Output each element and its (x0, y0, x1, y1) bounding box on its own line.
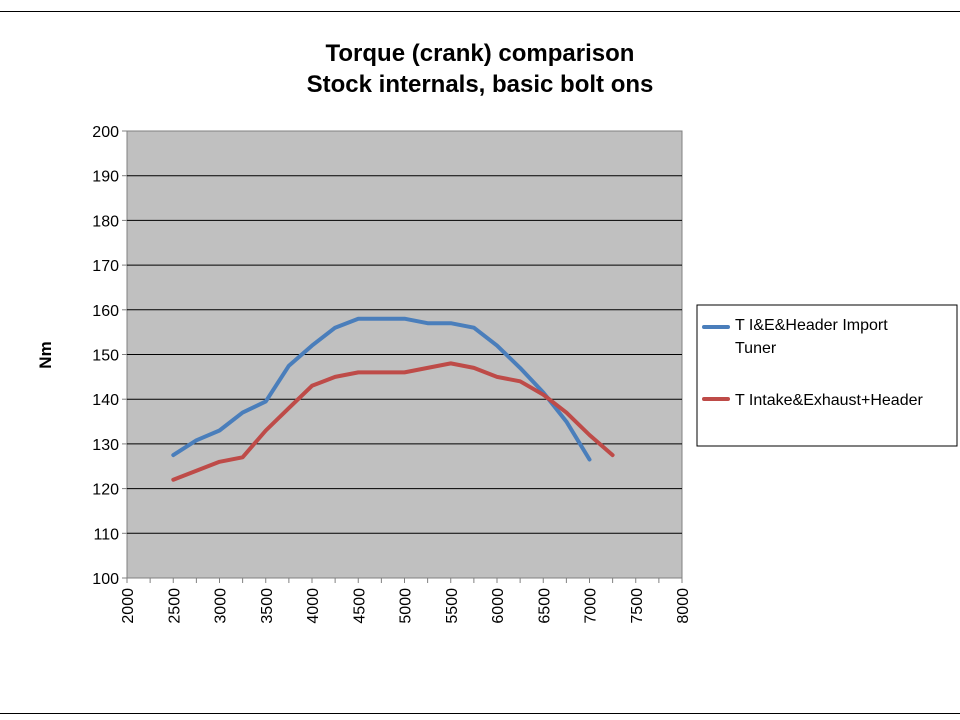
y-tick-label: 110 (93, 526, 119, 543)
legend-label-cont: Tuner (735, 340, 777, 357)
chart-title-line-1: Torque (crank) comparison (326, 40, 635, 67)
series-line-2 (171, 361, 615, 482)
top-rule (0, 11, 960, 12)
x-tick-label: 6500 (536, 588, 553, 624)
y-axis: 100 110 120 130 140 150 160 170 180 190 200 (92, 124, 127, 588)
series-lines (171, 316, 615, 482)
x-tick-label: 6000 (490, 588, 507, 624)
legend-label: T I&E&Header Import (735, 317, 888, 334)
y-tick-label: 180 (92, 213, 119, 230)
y-tick-label: 100 (92, 571, 119, 588)
y-tick-label: 200 (92, 124, 119, 141)
x-tick-label: 4000 (305, 588, 322, 624)
y-axis-title: Nm (36, 341, 55, 368)
x-tick-label: 5000 (398, 588, 415, 624)
x-axis: 2000 2500 3000 3500 4000 4500 5000 5500 6000 6500… (120, 578, 692, 624)
x-tick-label: 7500 (629, 588, 646, 624)
x-tick-label: 7000 (583, 588, 600, 624)
y-tick-label: 120 (92, 482, 119, 499)
x-tick-label: 2000 (120, 588, 137, 624)
x-tick-label: 4500 (351, 588, 368, 624)
gridlines (127, 175, 682, 534)
y-tick-label: 170 (92, 258, 119, 275)
legend-label: T Intake&Exhaust+Header (735, 392, 923, 409)
y-tick-label: 190 (92, 169, 119, 186)
chart-title-line-2: Stock internals, basic bolt ons (307, 71, 654, 98)
legend-item-1: T I&E&Header Import Tuner (702, 317, 888, 357)
legend-item-2: T Intake&Exhaust+Header (702, 392, 923, 409)
bottom-rule (0, 713, 960, 714)
legend-box (696, 304, 958, 447)
chart-title: Torque (crank) comparison Stock internal… (307, 40, 654, 98)
series-line-1 (171, 316, 592, 462)
y-tick-label: 150 (92, 348, 119, 365)
y-tick-label: 130 (92, 437, 119, 454)
x-tick-label: 2500 (166, 588, 183, 624)
y-tick-label: 160 (92, 303, 119, 320)
y-tick-label: 140 (92, 392, 119, 409)
x-tick-label: 8000 (675, 588, 692, 624)
x-tick-label: 3000 (213, 588, 230, 624)
legend: T I&E&Header Import Tuner T Intake&Exhaust… (696, 304, 958, 447)
x-tick-label: 3500 (259, 588, 276, 624)
x-tick-label: 5500 (444, 588, 461, 624)
